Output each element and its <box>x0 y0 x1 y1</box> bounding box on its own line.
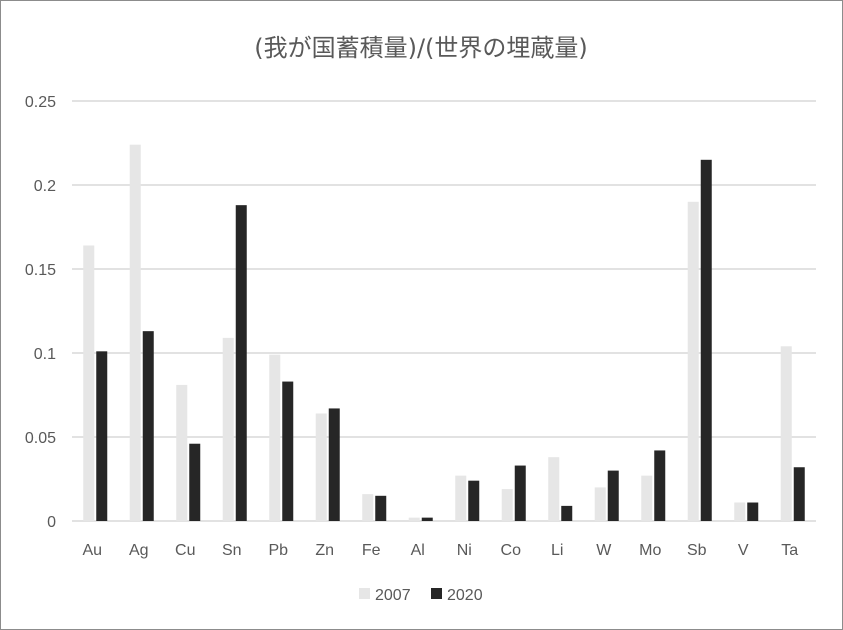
x-tick-label: Zn <box>315 542 334 559</box>
y-tick-label: 0.25 <box>25 94 56 111</box>
y-tick-label: 0.15 <box>25 262 56 279</box>
x-tick-label: V <box>738 542 749 559</box>
y-axis: 0 0.05 0.1 0.15 0.2 0.25 <box>25 94 56 531</box>
x-tick-label: W <box>596 542 612 559</box>
legend-label-2007: 2007 <box>375 587 411 604</box>
x-axis: Au Ag Cu Sn Pb Zn Fe Al Ni Co Li W Mo Sb V Ta <box>82 542 798 559</box>
bar-2020-Ta <box>793 467 805 521</box>
bar-2020-Pb <box>282 381 294 521</box>
bar-2020-Zn <box>328 408 340 521</box>
legend: 2007 2020 <box>359 587 483 604</box>
bar-2020-V <box>747 502 759 521</box>
bar-2020-Li <box>561 505 573 521</box>
bar-2007-Ag <box>129 144 141 521</box>
x-tick-label: Cu <box>175 542 195 559</box>
x-tick-label: Sb <box>687 542 707 559</box>
bar-2007-V <box>734 502 746 521</box>
bar-2007-Pb <box>269 354 281 521</box>
bar-2020-Cu <box>189 443 201 521</box>
x-tick-label: Ta <box>781 542 798 559</box>
bar-2020-Co <box>514 465 526 521</box>
bar-2007-Sb <box>687 201 699 522</box>
bar-2007-Co <box>501 489 513 521</box>
y-tick-label: 0.1 <box>34 346 56 363</box>
x-tick-label: Mo <box>639 542 661 559</box>
x-tick-label: Fe <box>362 542 381 559</box>
bar-2007-Ta <box>780 346 792 521</box>
legend-swatch-2020 <box>431 588 442 599</box>
y-tick-label: 0.05 <box>25 430 56 447</box>
bar-2007-Cu <box>176 384 188 521</box>
bar-2007-Al <box>408 517 420 521</box>
x-tick-label: Au <box>82 542 102 559</box>
bar-2007-W <box>594 487 606 521</box>
bar-2007-Mo <box>641 475 653 521</box>
legend-swatch-2007 <box>359 588 370 599</box>
x-tick-label: Sn <box>222 542 242 559</box>
bar-2007-Zn <box>315 413 327 521</box>
bar-2020-Sn <box>235 205 247 521</box>
bar-2007-Au <box>83 245 95 522</box>
bar-2020-Sb <box>700 159 712 522</box>
bar-2020-W <box>607 470 619 521</box>
bar-2020-Au <box>96 351 108 521</box>
legend-label-2020: 2020 <box>447 587 483 604</box>
bar-2020-Ag <box>142 331 154 521</box>
y-tick-label: 0 <box>47 514 56 531</box>
bar-2020-Al <box>421 517 433 521</box>
y-tick-label: 0.2 <box>34 178 56 195</box>
bar-2007-Li <box>548 457 560 521</box>
bar-2020-Ni <box>468 480 480 521</box>
bars <box>83 144 805 522</box>
chart-title: (我が国蓄積量)/(世界の埋蔵量) <box>254 34 588 62</box>
x-tick-label: Co <box>501 542 522 559</box>
bar-2020-Mo <box>654 450 666 521</box>
x-tick-label: Pb <box>268 542 288 559</box>
bar-2007-Sn <box>222 337 234 521</box>
x-tick-label: Al <box>411 542 425 559</box>
bar-2020-Fe <box>375 495 387 521</box>
x-tick-label: Ag <box>129 542 149 559</box>
x-tick-label: Ni <box>457 542 472 559</box>
bar-2007-Ni <box>455 475 467 521</box>
x-tick-label: Li <box>551 542 563 559</box>
bar-2007-Fe <box>362 494 374 521</box>
